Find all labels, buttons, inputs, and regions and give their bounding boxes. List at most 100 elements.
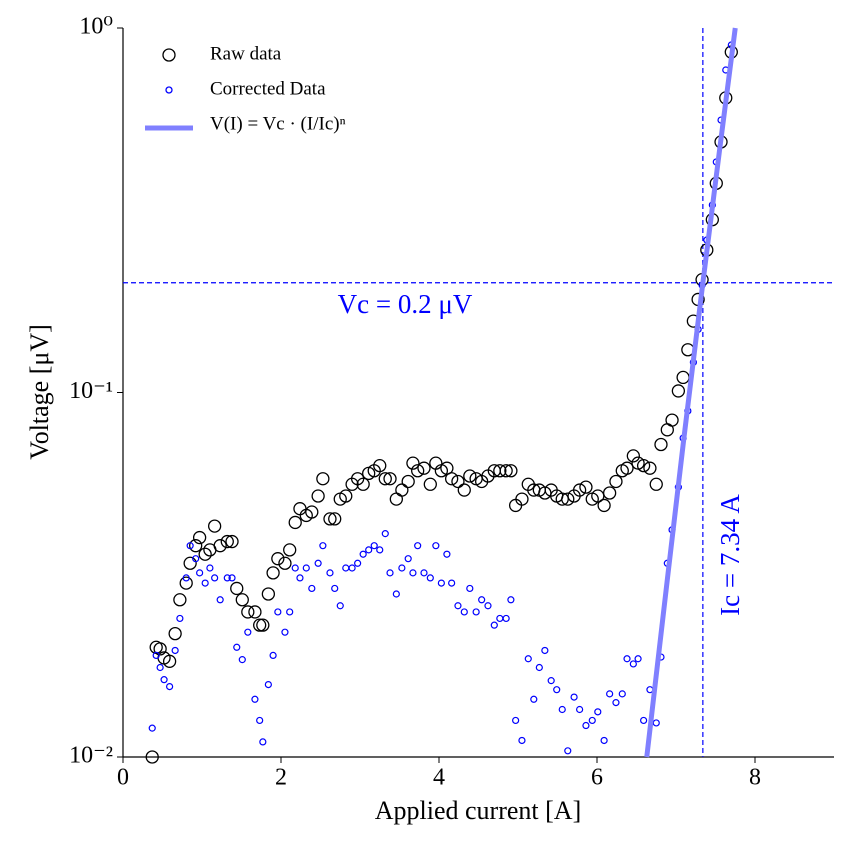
data-point: [629, 660, 637, 668]
data-point: [649, 477, 663, 491]
data-point: [496, 614, 504, 623]
data-point: [547, 677, 555, 685]
data-point: [558, 705, 566, 714]
data-point: [281, 628, 289, 636]
data-point: [606, 690, 614, 698]
data-point: [582, 721, 590, 730]
data-point: [326, 569, 334, 577]
data-point: [620, 461, 634, 475]
y-tick-label: 10⁻¹: [69, 378, 113, 404]
data-point: [182, 574, 190, 582]
data-point: [238, 656, 246, 664]
data-point: [508, 498, 523, 513]
data-point: [665, 413, 679, 427]
legend-label: Raw data: [210, 43, 282, 64]
data-point: [423, 477, 437, 491]
data-point: [478, 596, 486, 604]
data-point: [426, 574, 434, 582]
data-point: [490, 621, 498, 629]
data-point: [354, 559, 362, 567]
data-point: [654, 437, 668, 452]
legend-swatch: [165, 86, 173, 94]
data-point: [213, 539, 227, 553]
data-point: [291, 564, 299, 572]
data-point: [576, 705, 584, 714]
data-point: [499, 464, 513, 478]
data-point: [432, 542, 440, 550]
data-point: [530, 695, 538, 703]
data-point: [570, 693, 578, 701]
data-point: [437, 579, 445, 587]
data-point: [643, 461, 657, 475]
data-point: [311, 489, 325, 503]
data-point: [168, 626, 182, 641]
y-tick-label: 10⁻²: [69, 743, 113, 769]
data-point: [640, 716, 648, 725]
data-point: [541, 646, 549, 655]
data-point: [189, 539, 203, 553]
data-point: [463, 469, 477, 483]
data-point: [342, 564, 350, 572]
data-point: [579, 480, 593, 494]
data-point: [314, 559, 322, 567]
data-point: [443, 550, 451, 558]
x-tick-label: 6: [591, 765, 603, 791]
data-point: [186, 542, 194, 550]
data-point: [401, 474, 415, 489]
data-point: [223, 574, 231, 582]
data-point: [192, 555, 200, 563]
annotation: Vc = 0.2 μV: [338, 289, 473, 319]
data-point: [331, 584, 339, 593]
data-point: [251, 695, 259, 703]
data-point: [398, 564, 406, 572]
data-point: [594, 708, 602, 716]
data-point: [261, 587, 276, 601]
data-point: [269, 651, 277, 659]
x-tick-label: 8: [749, 765, 761, 791]
data-point: [612, 699, 620, 707]
data-point: [457, 483, 471, 497]
data-point: [502, 614, 510, 623]
data-point: [183, 556, 197, 570]
y-axis-label: Voltage [μV]: [25, 324, 54, 459]
data-point: [153, 642, 167, 656]
data-point: [207, 519, 222, 533]
data-point: [173, 593, 187, 607]
data-point: [152, 651, 160, 659]
data-point: [600, 736, 608, 745]
x-axis-label: Applied current [A]: [375, 796, 581, 825]
data-point: [328, 512, 342, 526]
data-point: [339, 489, 353, 503]
data-point: [216, 596, 224, 604]
data-point: [626, 449, 640, 463]
legend-swatch: [162, 48, 176, 62]
data-point: [365, 546, 373, 554]
data-point: [564, 747, 572, 755]
data-point: [356, 477, 370, 491]
data-point: [235, 593, 249, 607]
data-point: [524, 655, 532, 663]
data-point: [515, 492, 529, 506]
data-point: [336, 602, 344, 610]
data-point: [671, 384, 686, 398]
legend-label: V(I) = Vc · (I/Ic)ⁿ: [210, 113, 346, 134]
data-point: [472, 608, 480, 616]
data-point: [256, 618, 270, 632]
data-point: [383, 472, 397, 486]
data-point: [636, 458, 651, 473]
fit-line: [644, 27, 738, 758]
data-point: [253, 618, 267, 632]
data-point: [676, 370, 690, 385]
data-point: [454, 602, 462, 610]
data-point: [420, 569, 428, 577]
annotation: Ic = 7.34 A: [715, 494, 745, 616]
data-point: [504, 464, 518, 478]
data-point: [233, 643, 241, 651]
data-point: [278, 556, 292, 570]
data-point: [198, 547, 212, 561]
data-point: [618, 690, 626, 698]
data-point: [266, 566, 280, 580]
data-point: [466, 584, 474, 593]
data-point: [145, 750, 159, 764]
